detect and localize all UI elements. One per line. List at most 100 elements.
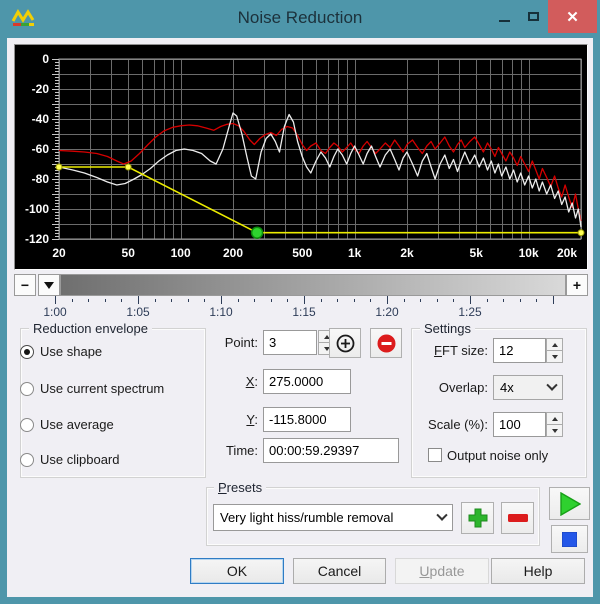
- time-value-input[interactable]: [263, 438, 399, 463]
- up-arrow-icon: [551, 416, 558, 421]
- x-axis-label: 1k: [348, 246, 362, 260]
- y-axis-label: -120: [25, 232, 49, 246]
- preset-delete-button[interactable]: [501, 502, 534, 534]
- envelope-point-selected[interactable]: [250, 226, 264, 239]
- ruler-minor-tick: [270, 299, 272, 302]
- x-label: X:: [245, 374, 258, 389]
- ruler-minor-tick: [436, 299, 438, 302]
- envelope-point[interactable]: [55, 163, 63, 171]
- remove-point-button[interactable]: [370, 328, 402, 358]
- fft-size-input[interactable]: [493, 338, 546, 363]
- radio-use-shape[interactable]: Use shape: [20, 344, 102, 359]
- red-circle-minus-icon: [377, 334, 395, 352]
- minus-icon: −: [20, 277, 30, 293]
- ok-button[interactable]: OK: [190, 558, 284, 584]
- ruler-time-label: 1:15: [292, 305, 316, 319]
- x-axis-label: 5k: [470, 246, 484, 260]
- stop-icon: [562, 531, 577, 547]
- ruler-minor-tick: [536, 299, 538, 302]
- point-number-input[interactable]: [263, 330, 317, 355]
- help-button[interactable]: Help: [491, 558, 585, 584]
- radio-label: Use current spectrum: [40, 381, 165, 396]
- spin-down-button[interactable]: [546, 350, 563, 363]
- envelope-point[interactable]: [124, 163, 132, 171]
- spin-down-button[interactable]: [546, 424, 563, 437]
- circled-plus-icon: [336, 334, 354, 352]
- ruler-minor-tick: [171, 299, 173, 302]
- up-arrow-icon: [323, 334, 330, 339]
- zoom-out-button[interactable]: −: [14, 274, 36, 296]
- add-point-button[interactable]: [329, 328, 361, 358]
- point-label: Point:: [224, 335, 258, 350]
- scroll-menu-button[interactable]: [38, 274, 60, 296]
- scale-label: Scale (%):: [428, 417, 488, 432]
- radio-icon: [20, 344, 34, 359]
- minimize-icon: [499, 19, 510, 22]
- ruler-minor-tick: [353, 299, 355, 302]
- ruler-minor-tick: [237, 299, 239, 302]
- dialog-client-area: 0 -20 -40 -60 -80 -100 -120 20 50 100 200 500 1k 2k 5k…: [7, 38, 593, 597]
- radio-label: Use average: [40, 417, 114, 432]
- ruler-minor-tick: [154, 299, 156, 302]
- spectrum-plot[interactable]: 0 -20 -40 -60 -80 -100 -120 20 50 100 200 500 1k 2k 5k…: [14, 44, 588, 270]
- preset-select[interactable]: Very light hiss/rumble removal: [213, 504, 453, 531]
- radio-icon: [20, 417, 34, 432]
- preset-save-button[interactable]: [461, 502, 494, 534]
- y-value-input[interactable]: [263, 407, 351, 432]
- close-button[interactable]: ✕: [548, 0, 597, 33]
- maximize-icon: [528, 12, 539, 21]
- minimize-button[interactable]: [490, 0, 519, 33]
- y-axis-label: -40: [32, 112, 50, 126]
- x-axis-label: 500: [292, 246, 312, 260]
- ruler-minor-tick: [204, 299, 206, 302]
- app-logo-icon: [11, 9, 35, 26]
- ruler-minor-tick: [71, 299, 73, 302]
- stop-button[interactable]: [551, 525, 588, 553]
- ruler-minor-tick: [420, 299, 422, 302]
- ruler-minor-tick: [370, 299, 372, 302]
- ruler-minor-tick: [121, 299, 123, 302]
- fft-size-spinner: [546, 338, 563, 363]
- down-arrow-icon: [551, 354, 558, 359]
- output-noise-only-checkbox[interactable]: [428, 448, 442, 462]
- overlap-select[interactable]: 4x: [493, 375, 563, 400]
- y-axis-label: -100: [25, 202, 49, 216]
- cancel-button[interactable]: Cancel: [293, 558, 386, 584]
- zoom-scrollbar-track[interactable]: [60, 274, 566, 296]
- scale-input[interactable]: [493, 412, 546, 437]
- zoom-in-button[interactable]: +: [566, 274, 588, 296]
- dropdown-arrow-icon: [44, 281, 54, 289]
- spin-up-button[interactable]: [546, 412, 563, 425]
- maximize-button[interactable]: [519, 0, 548, 33]
- close-icon: ✕: [566, 8, 579, 26]
- presets-group-label: Presets: [214, 480, 267, 495]
- ruler-time-label: 1:00: [43, 305, 67, 319]
- x-axis-label: 20k: [557, 246, 577, 260]
- radio-label: Use clipboard: [40, 452, 120, 467]
- settings-group-label: Settings: [420, 321, 475, 336]
- radio-icon: [20, 452, 34, 467]
- radio-use-clipboard[interactable]: Use clipboard: [20, 452, 120, 467]
- fft-size-label: FFT size:: [434, 343, 488, 358]
- ruler-time-label: 1:25: [458, 305, 482, 319]
- play-icon: [559, 491, 581, 516]
- radio-label: Use shape: [40, 344, 103, 359]
- play-button[interactable]: [549, 487, 590, 520]
- ruler-major-tick: [553, 296, 554, 304]
- settings-group: [411, 328, 587, 478]
- ruler-minor-tick: [486, 299, 488, 302]
- reduction-envelope[interactable]: [59, 166, 581, 234]
- radio-use-current-spectrum[interactable]: Use current spectrum: [20, 381, 164, 396]
- envelope-point[interactable]: [577, 229, 585, 237]
- update-button[interactable]: Update: [395, 558, 489, 584]
- output-noise-only-label: Output noise only: [447, 448, 549, 463]
- x-value-input[interactable]: [263, 369, 351, 394]
- ruler-major-tick: [304, 296, 305, 304]
- reduction-envelope-group-label: Reduction envelope: [29, 321, 152, 336]
- radio-use-average[interactable]: Use average: [20, 417, 114, 432]
- overlap-label: Overlap:: [438, 380, 488, 395]
- chevron-down-icon: [436, 509, 448, 521]
- scale-spinner: [546, 412, 563, 437]
- chevron-down-icon: [546, 379, 558, 391]
